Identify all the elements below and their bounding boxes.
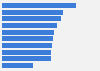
Bar xyxy=(2,16,61,21)
Bar xyxy=(2,63,33,68)
Bar xyxy=(2,56,51,61)
Bar xyxy=(2,30,54,35)
Bar xyxy=(2,10,64,15)
Bar xyxy=(2,43,52,48)
Bar xyxy=(2,3,76,8)
Bar xyxy=(2,50,52,55)
Bar xyxy=(2,23,57,28)
Bar xyxy=(2,36,53,41)
